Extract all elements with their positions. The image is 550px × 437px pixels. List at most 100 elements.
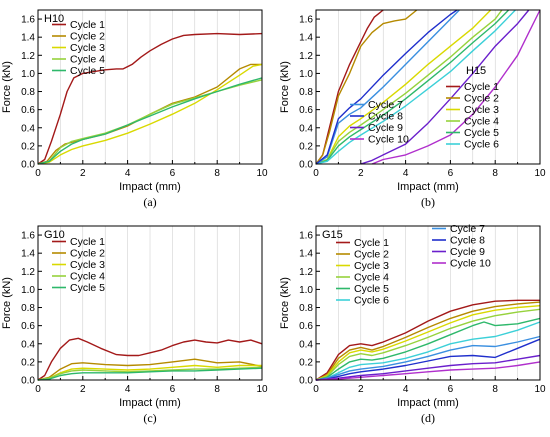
series-line-1 <box>37 32 263 165</box>
y-tick-label: 1.2 <box>299 51 313 62</box>
x-tick-label: 0 <box>313 384 319 395</box>
legend-label: Cycle 5 <box>464 127 499 139</box>
series-line-3 <box>37 63 263 165</box>
y-tick-label: 0.6 <box>21 105 35 116</box>
series-line-3 <box>37 364 262 381</box>
legend-label: Cycle 1 <box>70 19 105 31</box>
legend-label: Cycle 2 <box>354 249 389 261</box>
x-tick-label: 8 <box>492 168 498 179</box>
x-tick-label: 0 <box>313 168 319 179</box>
x-tick-label: 2 <box>358 384 364 395</box>
legend-label: Cycle 2 <box>70 31 105 43</box>
y-tick-label: 1.2 <box>21 51 35 62</box>
legend-label: Cycle 6 <box>464 139 499 151</box>
series-line-5 <box>37 367 263 381</box>
y-tick-label: 0.6 <box>299 105 313 116</box>
series-line-4 <box>315 9 503 165</box>
legend-label: Cycle 1 <box>70 236 105 248</box>
legend-label: Cycle 9 <box>368 122 403 134</box>
x-tick-label: 6 <box>170 168 176 179</box>
x-tick-label: 6 <box>170 384 176 395</box>
series-line-8 <box>315 338 541 381</box>
y-tick-label: 0.0 <box>299 376 313 387</box>
y-tick-label: 0.4 <box>299 339 313 350</box>
y-tick-label: 1.6 <box>299 15 313 26</box>
series-line-10 <box>371 9 541 165</box>
y-tick-label: 0.0 <box>21 376 35 387</box>
y-tick-label: 0.6 <box>299 321 313 332</box>
y-tick-label: 0.2 <box>21 357 35 368</box>
y-tick-label: 1.2 <box>299 267 313 278</box>
chart-panel-g15: 0 2 4 6 8 10 0.0 0.2 0.4 0.6 0.8 1.0 1.2 1.4 1.6 Impact… <box>279 223 546 425</box>
subfigure-label: (b) <box>421 195 435 209</box>
series-line-2 <box>37 358 263 381</box>
x-tick-label: 4 <box>403 384 409 395</box>
y-tick-label: 0.6 <box>21 321 35 332</box>
legend-label: Cycle 5 <box>354 283 389 295</box>
legend-label: Cycle 5 <box>70 65 105 77</box>
series-line-9 <box>360 9 530 165</box>
series-line-5 <box>315 317 541 381</box>
series-line-8 <box>315 9 458 165</box>
y-tick-label: 1.6 <box>21 15 35 26</box>
y-tick-label: 0.4 <box>299 123 313 134</box>
y-axis-title: Force (kN) <box>1 61 13 113</box>
y-tick-label: 1.0 <box>21 285 35 296</box>
x-axis-title: Impact (mm) <box>119 397 181 409</box>
series-line-1 <box>315 299 540 381</box>
x-axis-title: Impact (mm) <box>119 181 181 193</box>
y-tick-label: 0.4 <box>21 123 35 134</box>
subfigure-label: (a) <box>143 195 156 209</box>
y-tick-label: 0.8 <box>299 87 313 98</box>
x-tick-label: 6 <box>448 168 454 179</box>
chart-panel-g10: 0 2 4 6 8 10 0.0 0.2 0.4 0.6 0.8 1.0 1.2 1.4 1.6 Impact… <box>1 225 268 425</box>
x-tick-label: 2 <box>80 384 86 395</box>
series-line-10 <box>315 361 541 381</box>
x-tick-label: 2 <box>358 168 364 179</box>
y-tick-label: 0.8 <box>21 303 35 314</box>
y-tick-label: 1.4 <box>299 33 313 44</box>
y-tick-label: 1.4 <box>21 33 35 44</box>
series-line-7 <box>315 335 541 381</box>
series-line-6 <box>315 321 541 381</box>
legend-label: Cycle 5 <box>70 282 105 294</box>
legend-label: Cycle 10 <box>450 258 491 270</box>
series-line-6 <box>315 9 516 165</box>
series-line-2 <box>315 9 418 165</box>
y-tick-label: 0.8 <box>299 303 313 314</box>
series-line-5 <box>315 9 510 165</box>
legend-label: Cycle 6 <box>354 295 389 307</box>
legend-label: Cycle 9 <box>450 246 485 258</box>
panel-tag: G15 <box>322 229 343 241</box>
legend-label: Cycle 7 <box>450 223 485 235</box>
legend-label: Cycle 1 <box>464 81 499 93</box>
y-tick-label: 1.6 <box>21 231 35 242</box>
x-tick-label: 4 <box>125 384 131 395</box>
y-axis-title: Force (kN) <box>279 277 291 329</box>
series-line-7 <box>315 9 460 165</box>
x-tick-label: 10 <box>534 384 546 395</box>
y-tick-label: 0.8 <box>21 87 35 98</box>
subfigure-label: (d) <box>421 411 435 425</box>
legend-label: Cycle 2 <box>464 93 499 105</box>
series-line-2 <box>315 301 541 381</box>
y-tick-label: 0.2 <box>21 141 35 152</box>
panel-tag: G10 <box>44 229 65 241</box>
y-tick-label: 0.2 <box>299 357 313 368</box>
x-tick-label: 8 <box>214 384 220 395</box>
series-line-5 <box>37 77 263 165</box>
legend-label: Cycle 3 <box>464 104 499 116</box>
legend-label: Cycle 3 <box>70 42 105 54</box>
legend-label: Cycle 2 <box>70 248 105 260</box>
x-tick-label: 0 <box>35 168 41 179</box>
panel-tag: H10 <box>44 13 64 25</box>
y-tick-label: 1.2 <box>21 267 35 278</box>
x-tick-label: 2 <box>80 168 86 179</box>
series-line-4 <box>315 308 541 381</box>
series-line-3 <box>315 9 492 165</box>
series-line-4 <box>37 366 263 381</box>
y-tick-label: 1.0 <box>299 69 313 80</box>
y-tick-label: 1.6 <box>299 231 313 242</box>
x-tick-label: 10 <box>256 168 268 179</box>
